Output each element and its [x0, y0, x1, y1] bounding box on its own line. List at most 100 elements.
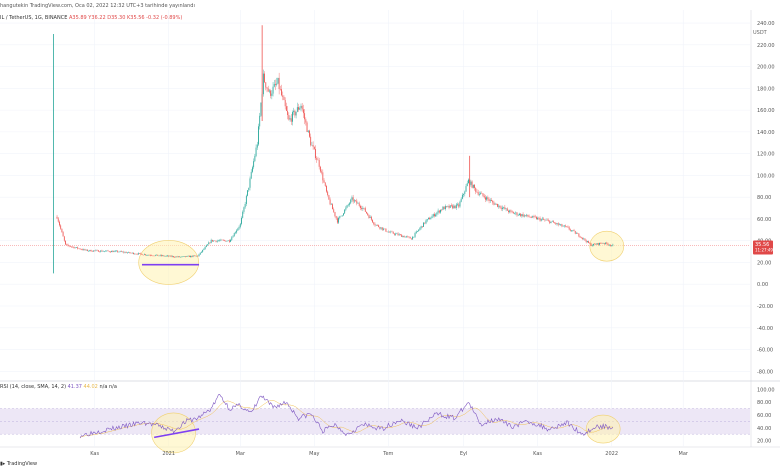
- candle-body: [89, 249, 91, 251]
- time-axis-tick-label: 2022: [605, 451, 618, 457]
- candle-body: [275, 83, 276, 85]
- candle-body: [299, 107, 301, 110]
- candle-body: [288, 115, 290, 120]
- candle-body: [185, 256, 187, 257]
- candle-body: [505, 208, 507, 210]
- candle-body: [356, 200, 358, 204]
- candle-body: [580, 237, 582, 238]
- candle-body: [290, 118, 292, 122]
- candle-body: [107, 250, 109, 252]
- candle-body: [66, 244, 68, 245]
- candle-body: [438, 210, 440, 213]
- candle-body: [94, 250, 96, 252]
- candle-body: [194, 255, 196, 257]
- candle-body: [361, 207, 363, 209]
- candle-body: [381, 227, 383, 230]
- candle-body: [295, 111, 297, 116]
- candle-body: [518, 213, 520, 215]
- candle-body: [73, 246, 75, 249]
- candle-body: [168, 255, 170, 257]
- candle-body: [449, 205, 451, 208]
- candle-body: [232, 236, 234, 238]
- candle-body: [61, 228, 63, 233]
- tradingview-logo-icon: ▮▸: [0, 461, 7, 467]
- candle-body: [118, 251, 120, 253]
- candle-body: [188, 255, 190, 257]
- candle-body: [378, 225, 380, 228]
- candle-body: [398, 234, 400, 236]
- candle-body: [323, 180, 325, 183]
- candle-body: [259, 115, 261, 127]
- candle-body: [474, 184, 475, 188]
- tradingview-brand[interactable]: ▮▸ TradingView: [0, 461, 37, 467]
- candle-body: [550, 221, 552, 224]
- candle-body: [57, 218, 59, 222]
- candle-body: [343, 213, 344, 216]
- candle-body: [176, 256, 178, 258]
- candle-body: [174, 257, 176, 258]
- candle-body: [100, 250, 102, 252]
- candle-body: [409, 237, 411, 239]
- candle-body: [455, 204, 457, 209]
- candle-body: [562, 226, 564, 227]
- candle-body: [256, 144, 258, 148]
- candle-body: [252, 167, 253, 172]
- candle-body: [268, 90, 270, 92]
- candle-body: [215, 240, 217, 242]
- candle-body: [74, 247, 76, 249]
- candle-body: [478, 193, 480, 195]
- candle-body: [266, 87, 268, 89]
- candle-body: [514, 213, 515, 214]
- candle-body: [160, 255, 162, 256]
- candle-body: [241, 217, 242, 224]
- candle-body: [198, 254, 200, 257]
- candle-body: [114, 250, 116, 252]
- candle-body: [567, 226, 569, 228]
- candle-body: [594, 243, 596, 245]
- candle-body: [596, 243, 598, 245]
- candle-body: [568, 227, 570, 230]
- candle-body: [605, 242, 607, 244]
- candle-body: [298, 107, 299, 110]
- candle-body: [262, 73, 264, 95]
- candle-body: [370, 216, 372, 220]
- candle-body: [123, 251, 125, 253]
- candle-body: [539, 218, 541, 221]
- candle-body: [482, 193, 484, 196]
- candle-body: [556, 223, 558, 225]
- candle-body: [429, 218, 431, 220]
- candle-body: [497, 203, 498, 207]
- candle-body: [201, 251, 202, 253]
- candle-body: [436, 212, 438, 215]
- candle-body: [486, 197, 488, 200]
- price-axis-tick-label: 140.00: [757, 130, 775, 136]
- candle-body: [68, 245, 70, 247]
- candle-body: [213, 240, 215, 242]
- candle-body: [600, 242, 602, 244]
- candle-body: [69, 246, 71, 247]
- candle-body: [145, 254, 147, 256]
- rsi-line: [79, 394, 614, 439]
- candle-body: [65, 240, 66, 245]
- candle-body: [421, 226, 423, 227]
- candle-body: [147, 254, 149, 256]
- candle-body: [116, 250, 117, 252]
- candle-body: [209, 242, 211, 244]
- candle-body: [611, 245, 613, 246]
- candle-body: [345, 207, 347, 210]
- candle-body: [237, 228, 239, 231]
- candle-body: [400, 234, 401, 236]
- candle-body: [80, 249, 82, 250]
- candle-body: [397, 233, 399, 236]
- rsi-ma-line: [79, 400, 613, 439]
- candle-body: [516, 212, 518, 216]
- candle-body: [606, 242, 608, 244]
- candle-body: [319, 166, 321, 172]
- candle-body: [602, 243, 604, 244]
- candle-body: [341, 215, 343, 216]
- candle-body: [597, 243, 599, 245]
- candle-body: [413, 236, 415, 238]
- candle-body: [607, 243, 609, 246]
- rsi-legend: RSI (14, close, SMA, 14, 2) 41.37 44.02 …: [0, 384, 117, 390]
